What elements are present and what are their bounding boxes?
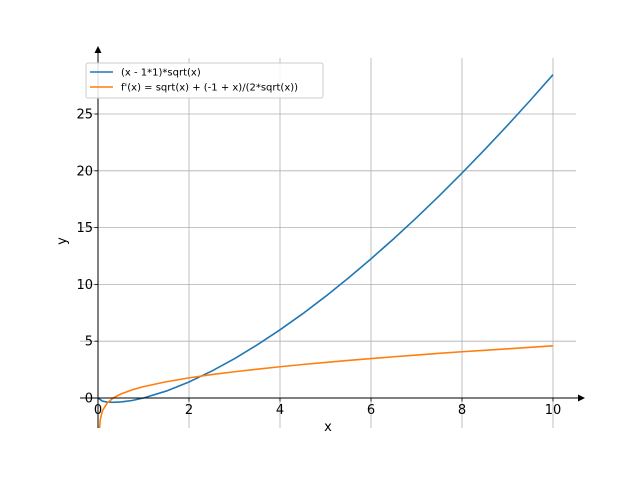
y-tick-label-3: 15 — [76, 221, 93, 236]
series-line-0 — [97, 74, 554, 404]
series-line-1 — [98, 345, 554, 428]
x-axis-label: x — [324, 420, 332, 435]
grid — [80, 58, 576, 428]
y-tick-label-5: 25 — [76, 108, 93, 123]
x-tick-label-1: 2 — [185, 403, 193, 418]
tick-labels: 0 2 4 6 8 10 0 5 10 15 20 25 — [76, 108, 561, 419]
series-layer — [97, 74, 554, 428]
legend: (x - 1*1)*sqrt(x) f'(x) = sqrt(x) + (-1 … — [85, 62, 324, 99]
y-tick-label-1: 5 — [85, 335, 93, 350]
axes — [80, 46, 585, 428]
y-tick-label-4: 20 — [76, 164, 93, 179]
y-tick-label-2: 10 — [76, 278, 93, 293]
legend-frame — [85, 62, 324, 99]
x-tick-label-3: 6 — [367, 403, 375, 418]
x-tick-label-0: 0 — [94, 403, 102, 418]
x-tick-label-2: 4 — [276, 403, 284, 418]
y-tick-label-0: 0 — [85, 392, 93, 407]
x-tick-label-5: 10 — [545, 403, 562, 418]
x-axis-arrow — [578, 394, 585, 402]
x-tick-label-4: 8 — [458, 403, 466, 418]
legend-label-series-1: f'(x) = sqrt(x) + (-1 + x)/(2*sqrt(x)) — [121, 83, 298, 94]
y-axis-arrow — [94, 46, 102, 53]
legend-label-series-0: (x - 1*1)*sqrt(x) — [121, 68, 201, 79]
y-axis-label: y — [55, 237, 70, 245]
